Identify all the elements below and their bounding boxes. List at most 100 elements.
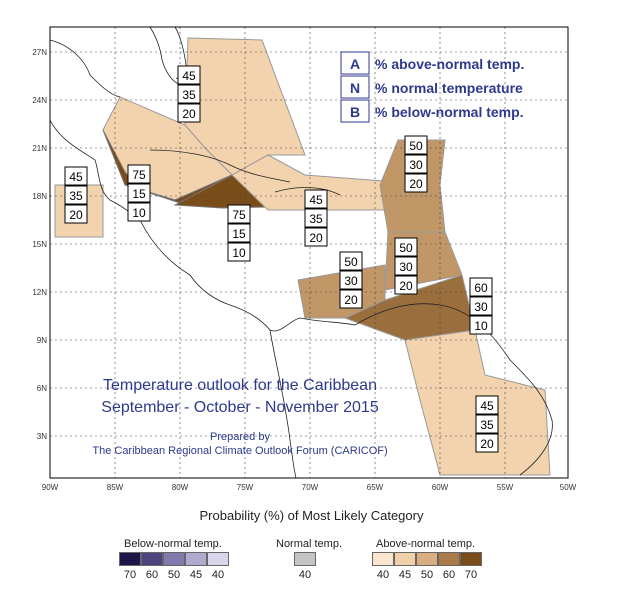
value-text: 20 xyxy=(309,231,323,245)
legend-below-swatch xyxy=(141,552,163,566)
legend-below-value: 60 xyxy=(145,569,159,581)
coastline-south-america xyxy=(354,303,553,476)
region-value-boxes: 45 35 20 75 15 10 75 15 10 45 35 20 45 35 20 50 30 20 50 30… xyxy=(64,65,499,453)
value-box xyxy=(404,135,428,155)
map-title-line2: September - October - November 2015 xyxy=(101,399,379,416)
lon-label: 90W xyxy=(42,483,59,492)
lat-labels: 27N 24N 21N 18N 15N 12N 9N 6N 3N xyxy=(32,48,47,441)
coastlines xyxy=(49,26,553,479)
value-box xyxy=(394,256,418,276)
legend-above-swatch xyxy=(394,552,416,566)
legend-above-value: 40 xyxy=(376,569,390,581)
value-box xyxy=(475,433,499,453)
legend-below-swatch xyxy=(163,552,185,566)
legend-above-value: 45 xyxy=(398,569,412,581)
lon-label: 80W xyxy=(172,483,189,492)
value-box xyxy=(177,65,201,85)
lat-label: 6N xyxy=(37,384,47,393)
value-box xyxy=(339,270,363,290)
value-box xyxy=(394,237,418,257)
value-text: 20 xyxy=(409,177,423,191)
value-box xyxy=(469,296,493,316)
map-frame xyxy=(49,26,569,479)
value-box xyxy=(127,183,151,203)
legend-below-value: 45 xyxy=(189,569,203,581)
coastline-hispaniola xyxy=(274,187,341,196)
value-text: 75 xyxy=(132,168,146,182)
value-text: 45 xyxy=(69,170,83,184)
value-text: 30 xyxy=(409,158,423,172)
key-letter-a: A xyxy=(350,56,360,72)
value-box xyxy=(127,202,151,222)
legend-above-value: 70 xyxy=(464,569,478,581)
legend-below-value: 70 xyxy=(123,569,137,581)
lon-label: 55W xyxy=(497,483,514,492)
legend-below-swatch xyxy=(185,552,207,566)
value-box xyxy=(404,154,428,174)
legend-below-label: Below-normal temp. xyxy=(124,538,222,550)
value-text: 30 xyxy=(474,300,488,314)
key-box-a xyxy=(340,51,370,75)
legend-below-swatch xyxy=(119,552,141,566)
lat-label: 9N xyxy=(37,336,47,345)
value-text: 35 xyxy=(69,189,83,203)
lat-label: 3N xyxy=(37,432,47,441)
legend-above-swatch xyxy=(372,552,394,566)
value-box xyxy=(339,251,363,271)
value-box xyxy=(475,414,499,434)
coastline-pacific-sa xyxy=(269,329,297,479)
value-text: 10 xyxy=(132,206,146,220)
lat-label: 18N xyxy=(32,192,47,201)
value-text: 30 xyxy=(344,274,358,288)
value-box xyxy=(177,103,201,123)
value-text: 15 xyxy=(132,187,146,201)
coastline-north-america xyxy=(49,26,181,98)
lat-label: 27N xyxy=(32,48,47,57)
coastline-cuba xyxy=(149,149,291,183)
key-box-b xyxy=(340,99,370,123)
legend-above-swatch xyxy=(438,552,460,566)
value-text: 45 xyxy=(480,399,494,413)
value-text: 75 xyxy=(232,208,246,222)
value-box xyxy=(404,173,428,193)
value-text: 45 xyxy=(182,69,196,83)
value-box xyxy=(469,277,493,297)
lon-label: 65W xyxy=(367,483,384,492)
key-text-a: % above-normal temp. xyxy=(375,56,524,72)
legend-normal-value: 40 xyxy=(298,569,312,581)
value-box xyxy=(304,208,328,228)
lat-label: 15N xyxy=(32,240,47,249)
value-box xyxy=(227,223,251,243)
lon-label: 75W xyxy=(237,483,254,492)
lon-label: 60W xyxy=(432,483,449,492)
prepared-by: Prepared by xyxy=(210,431,270,443)
key-letter-b: B xyxy=(350,104,360,120)
value-text: 20 xyxy=(480,437,494,451)
value-text: 50 xyxy=(399,241,413,255)
key-text-n: % normal temperature xyxy=(375,80,523,96)
legend-below-value: 50 xyxy=(167,569,181,581)
value-box xyxy=(64,166,88,186)
key-box-n xyxy=(340,75,370,99)
legend-above-swatch xyxy=(416,552,438,566)
legend-below-swatch xyxy=(207,552,229,566)
value-text: 60 xyxy=(474,281,488,295)
map-title-line1: Temperature outlook for the Caribbean xyxy=(103,377,377,394)
value-text: 20 xyxy=(182,107,196,121)
value-box xyxy=(394,275,418,295)
legend-normal-label: Normal temp. xyxy=(276,538,343,550)
value-box xyxy=(304,227,328,247)
legend-above-value: 50 xyxy=(420,569,434,581)
lon-labels: 90W 85W 80W 75W 70W 65W 60W 55W 50W xyxy=(42,483,577,492)
value-box xyxy=(469,315,493,335)
value-text: 45 xyxy=(309,193,323,207)
value-text: 15 xyxy=(232,227,246,241)
value-box xyxy=(64,204,88,224)
value-text: 30 xyxy=(399,260,413,274)
lon-label: 85W xyxy=(107,483,124,492)
map-title: Temperature outlook for the Caribbean Se… xyxy=(92,377,387,457)
value-box xyxy=(227,204,251,224)
value-box xyxy=(127,164,151,184)
lon-label: 50W xyxy=(560,483,577,492)
